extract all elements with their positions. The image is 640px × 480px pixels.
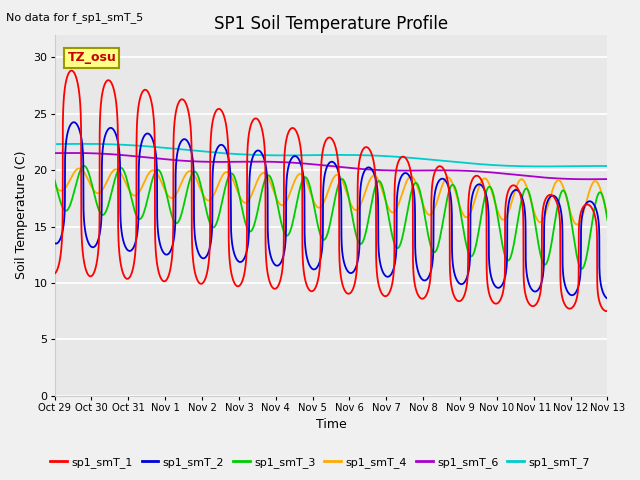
Legend: sp1_smT_1, sp1_smT_2, sp1_smT_3, sp1_smT_4, sp1_smT_6, sp1_smT_7: sp1_smT_1, sp1_smT_2, sp1_smT_3, sp1_smT… [45,452,595,472]
Text: TZ_osu: TZ_osu [68,51,116,64]
Y-axis label: Soil Temperature (C): Soil Temperature (C) [15,151,28,279]
X-axis label: Time: Time [316,419,346,432]
Title: SP1 Soil Temperature Profile: SP1 Soil Temperature Profile [214,15,448,33]
Text: No data for f_sp1_smT_5: No data for f_sp1_smT_5 [6,12,143,23]
